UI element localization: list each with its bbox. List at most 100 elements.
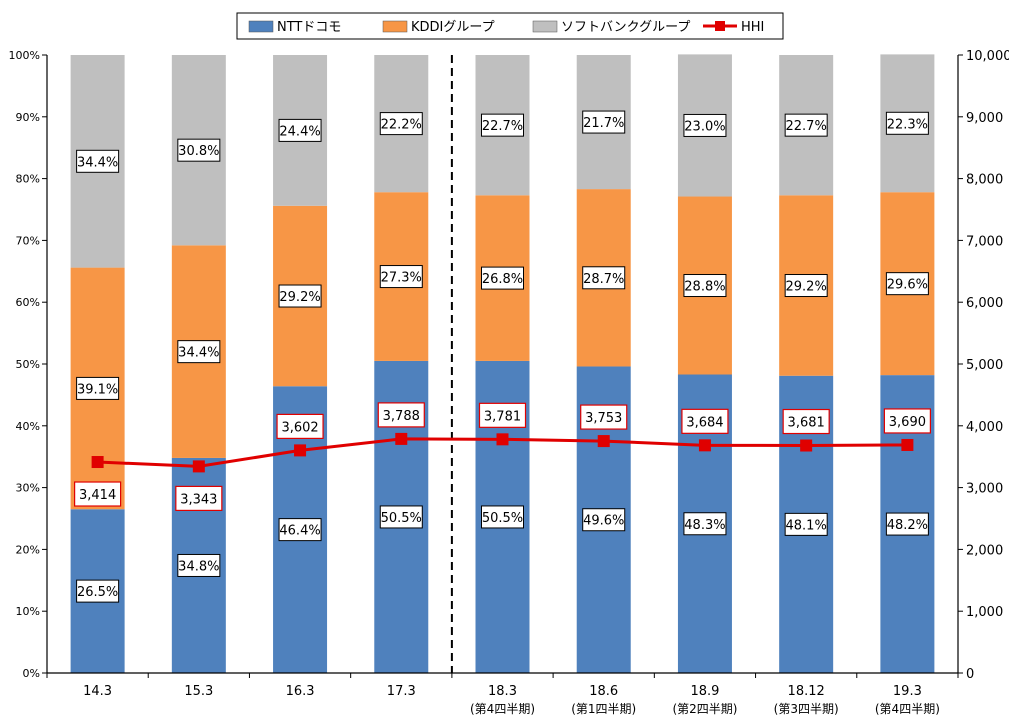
data-label: 48.2% [887, 518, 928, 533]
left-tick-label: 90% [16, 111, 40, 124]
data-label-box [683, 512, 727, 536]
data-label: 48.3% [684, 518, 725, 533]
data-label-box [177, 340, 221, 364]
hhi-point [698, 439, 711, 452]
data-label: 49.6% [583, 514, 624, 529]
data-label: 22.7% [482, 119, 523, 134]
data-label: 50.5% [482, 511, 523, 526]
hhi-label: 3,781 [484, 409, 521, 424]
data-label: 26.5% [77, 585, 118, 600]
right-tick-label: 3,000 [966, 482, 1003, 497]
hhi-label-box [681, 408, 729, 434]
data-label-box [76, 149, 120, 173]
right-tick-label: 8,000 [966, 173, 1003, 188]
data-label: 28.7% [583, 272, 624, 287]
left-tick-label: 0% [23, 667, 40, 680]
data-label: 21.7% [583, 116, 624, 131]
hhi-point [395, 432, 408, 445]
legend-marker [715, 21, 725, 31]
x-category-label: 19.3 [893, 684, 922, 699]
data-label-box [885, 111, 929, 135]
legend-label: HHI [741, 20, 764, 35]
data-label: 34.4% [178, 346, 219, 361]
hhi-point [294, 444, 307, 457]
right-tick-label: 5,000 [966, 358, 1003, 373]
x-category-label: 18.12 [788, 684, 825, 699]
right-tick-label: 4,000 [966, 420, 1003, 435]
data-label-box [481, 113, 524, 137]
hhi-label: 3,753 [585, 411, 622, 426]
data-label-box [683, 274, 727, 298]
data-label: 46.4% [279, 524, 320, 539]
hhi-point [91, 456, 104, 469]
data-label-box [278, 518, 322, 542]
x-category-sublabel: (第4四半期) [470, 702, 535, 716]
hhi-label-box [782, 408, 830, 435]
data-label-box [885, 272, 929, 296]
data-label: 29.2% [279, 290, 320, 305]
legend-swatch [248, 20, 274, 33]
legend-label: KDDIグループ [411, 20, 495, 35]
left-tick-label: 10% [16, 605, 40, 618]
left-tick-label: 80% [16, 173, 40, 186]
data-label-box [76, 376, 120, 400]
x-category-label: 18.9 [690, 684, 719, 699]
data-label-box [278, 284, 322, 308]
x-category-label: 16.3 [286, 684, 315, 699]
data-label: 22.2% [381, 118, 422, 133]
x-category-sublabel: (第4四半期) [875, 702, 940, 716]
hhi-label: 3,602 [281, 420, 318, 435]
hhi-label-box [883, 408, 931, 434]
legend-label: ソフトバンクグループ [561, 20, 690, 35]
left-tick-label: 100% [9, 49, 40, 62]
right-tick-label: 9,000 [966, 111, 1003, 126]
right-tick-label: 1,000 [966, 605, 1003, 620]
hhi-label: 3,681 [788, 416, 825, 431]
x-category-label: 17.3 [387, 684, 416, 699]
hhi-label-box [377, 402, 425, 428]
data-label: 23.0% [684, 119, 725, 134]
legend-box [236, 12, 784, 40]
left-tick-label: 40% [16, 420, 40, 433]
hhi-point [597, 435, 610, 448]
data-label-box [784, 512, 828, 536]
hhi-point [192, 460, 205, 473]
hhi-point [800, 439, 813, 452]
hhi-label: 3,690 [889, 415, 926, 430]
data-label: 22.3% [887, 117, 928, 132]
x-category-sublabel: (第3四半期) [774, 702, 839, 716]
data-label-box [683, 113, 727, 137]
hhi-label-box [580, 404, 628, 430]
right-tick-label: 2,000 [966, 543, 1003, 558]
data-label: 48.1% [786, 518, 827, 533]
data-label-box [481, 266, 524, 290]
data-label: 50.5% [381, 511, 422, 526]
data-label-box [481, 505, 524, 529]
legend-swatch [532, 20, 558, 33]
hhi-label-box [175, 485, 223, 512]
data-label-box [379, 505, 423, 529]
legend-swatch [382, 20, 408, 33]
data-label-box [177, 553, 221, 577]
legend-label: NTTドコモ [277, 20, 341, 35]
hhi-point [496, 433, 509, 446]
hhi-label: 3,414 [79, 488, 116, 503]
x-category-label: 14.3 [83, 684, 112, 699]
data-label-box [582, 266, 626, 290]
x-category-label: 18.6 [589, 684, 618, 699]
hhi-point [901, 438, 914, 451]
data-label-box [582, 508, 626, 532]
data-label: 29.6% [887, 278, 928, 293]
left-tick-label: 70% [16, 234, 40, 247]
data-label: 39.1% [77, 382, 118, 397]
x-category-label: 15.3 [184, 684, 213, 699]
hhi-label: 3,788 [383, 409, 420, 424]
data-label: 29.2% [786, 280, 827, 295]
data-label-box [784, 274, 828, 298]
data-label: 34.4% [77, 155, 118, 170]
right-tick-label: 6,000 [966, 296, 1003, 311]
right-tick-label: 10,000 [966, 49, 1009, 64]
data-label: 27.3% [381, 271, 422, 286]
